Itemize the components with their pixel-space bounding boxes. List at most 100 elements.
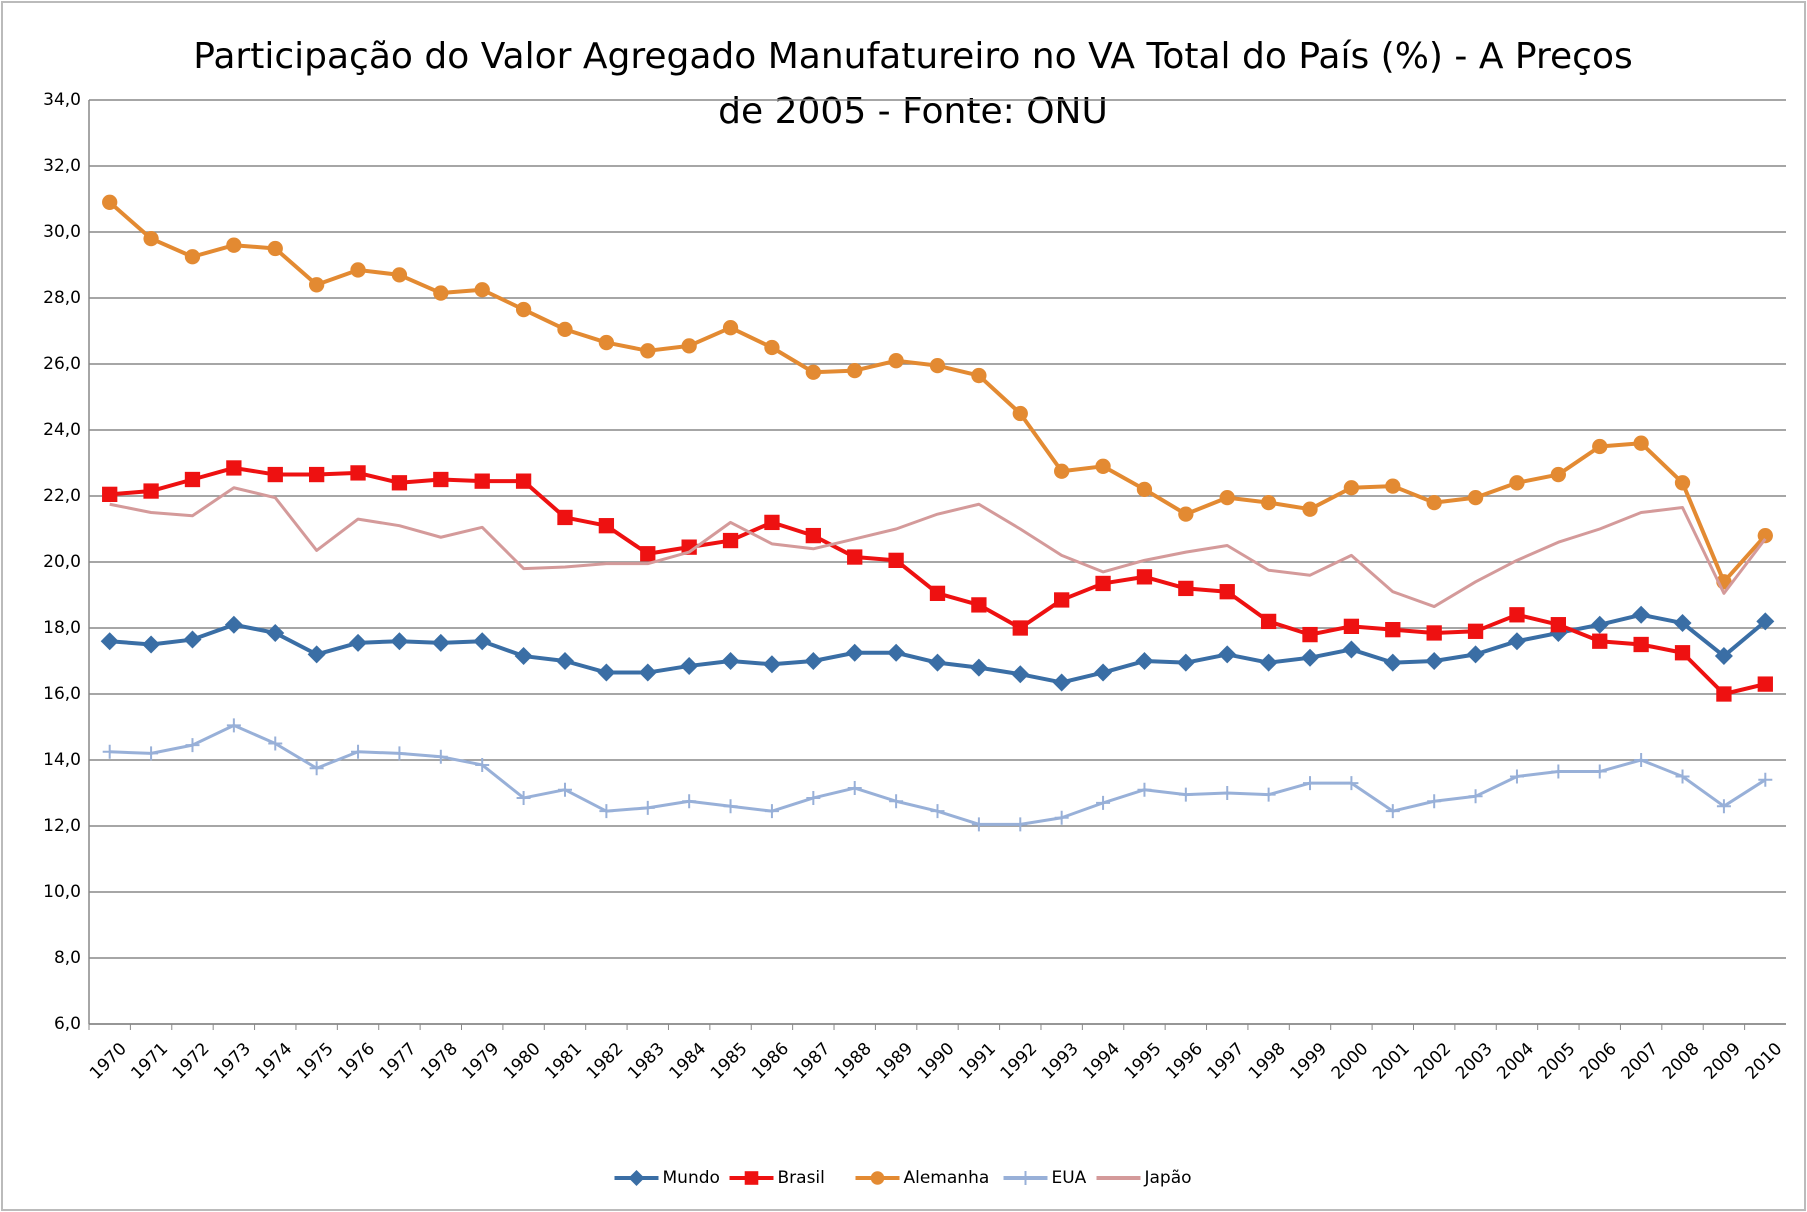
marker xyxy=(971,817,986,832)
marker xyxy=(431,633,450,652)
marker xyxy=(1054,810,1069,825)
y-tick-label: 28,0 xyxy=(43,288,81,308)
marker xyxy=(1634,753,1649,767)
marker xyxy=(516,790,531,805)
marker xyxy=(1259,653,1278,672)
marker xyxy=(682,794,697,809)
marker xyxy=(102,744,117,759)
marker xyxy=(226,237,242,253)
marker xyxy=(267,466,283,483)
marker xyxy=(1260,494,1277,511)
marker xyxy=(433,749,448,764)
marker xyxy=(971,597,987,613)
marker xyxy=(1260,613,1277,630)
y-tick-label: 6,0 xyxy=(54,1014,81,1034)
marker xyxy=(1096,795,1111,810)
marker xyxy=(628,1170,645,1186)
marker xyxy=(100,632,119,651)
marker xyxy=(1467,623,1484,639)
marker xyxy=(474,282,490,298)
marker xyxy=(721,652,740,670)
marker xyxy=(930,804,945,819)
marker xyxy=(144,746,159,761)
marker xyxy=(224,615,243,634)
marker xyxy=(1757,527,1773,544)
marker xyxy=(350,262,366,278)
y-tick-label: 20,0 xyxy=(43,552,81,572)
marker xyxy=(1509,607,1525,623)
marker xyxy=(307,645,326,664)
marker xyxy=(557,321,573,337)
legend-label: Brasil xyxy=(778,1168,825,1188)
marker xyxy=(969,658,988,677)
marker xyxy=(887,643,906,662)
marker xyxy=(640,546,656,562)
marker xyxy=(1592,764,1607,779)
marker xyxy=(764,514,780,531)
marker xyxy=(226,718,241,733)
y-tick-label: 16,0 xyxy=(43,684,81,704)
marker xyxy=(1385,804,1400,819)
marker xyxy=(1675,769,1690,784)
marker xyxy=(1633,435,1649,451)
marker xyxy=(185,738,200,753)
y-tick-label: 10,0 xyxy=(43,882,81,902)
marker xyxy=(1219,584,1235,600)
marker xyxy=(805,527,821,544)
marker xyxy=(1013,817,1028,832)
marker xyxy=(1467,490,1484,506)
marker xyxy=(351,744,366,759)
marker xyxy=(1012,620,1028,636)
legend-label: Mundo xyxy=(663,1168,720,1188)
marker xyxy=(1136,569,1153,585)
marker xyxy=(1714,647,1733,666)
marker xyxy=(640,343,656,359)
marker xyxy=(515,473,532,489)
marker xyxy=(142,635,161,654)
marker xyxy=(1468,789,1483,804)
y-tick-label: 32,0 xyxy=(43,156,81,176)
marker xyxy=(1426,625,1442,641)
marker xyxy=(1592,633,1608,649)
marker xyxy=(1012,405,1028,422)
marker xyxy=(1344,776,1359,791)
marker xyxy=(184,471,201,488)
marker xyxy=(308,277,325,293)
marker xyxy=(928,653,947,672)
y-tick-label: 24,0 xyxy=(43,420,81,440)
marker xyxy=(599,804,614,819)
y-tick-label: 14,0 xyxy=(43,750,81,770)
marker xyxy=(1342,640,1361,659)
marker xyxy=(1343,480,1360,496)
marker xyxy=(267,240,283,257)
marker xyxy=(309,761,324,776)
y-tick-label: 8,0 xyxy=(54,948,81,968)
marker xyxy=(681,338,697,354)
marker xyxy=(1592,438,1608,455)
marker xyxy=(597,663,616,682)
marker xyxy=(1509,475,1525,491)
marker xyxy=(680,656,699,675)
marker xyxy=(1302,501,1318,517)
marker xyxy=(1178,787,1193,802)
marker xyxy=(308,466,325,483)
y-tick-label: 34,0 xyxy=(43,90,81,110)
marker xyxy=(1385,622,1401,638)
marker xyxy=(1466,645,1485,664)
marker xyxy=(391,267,408,283)
marker xyxy=(1551,764,1566,779)
marker xyxy=(764,804,779,819)
marker xyxy=(350,465,366,481)
marker xyxy=(268,736,283,751)
marker xyxy=(1218,645,1237,664)
marker xyxy=(102,194,118,210)
marker xyxy=(598,334,615,351)
marker xyxy=(888,552,904,568)
legend-label: Alemanha xyxy=(904,1168,990,1188)
marker xyxy=(1509,769,1524,784)
marker xyxy=(598,518,615,534)
marker xyxy=(929,585,946,601)
marker xyxy=(1673,614,1692,633)
